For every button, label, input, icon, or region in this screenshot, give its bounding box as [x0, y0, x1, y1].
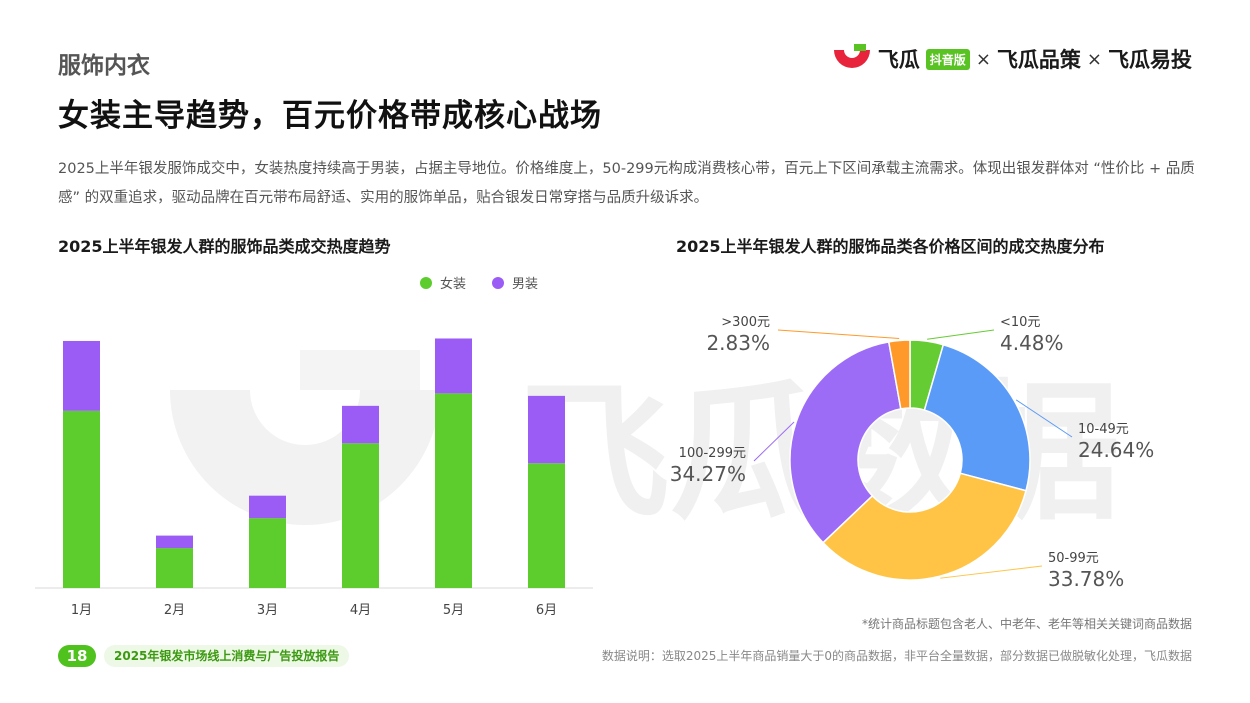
slice-label: <10元: [1000, 315, 1040, 330]
bar-men: [342, 405, 379, 444]
slice-label: >300元: [721, 315, 770, 330]
logo-brand-1: 飞瓜: [877, 48, 920, 72]
bar-men: [435, 338, 472, 394]
leader-line: [777, 329, 900, 339]
description: 2025上半年银发服饰成交中，女装热度持续高于男装，占据主导地位。价格维度上，5…: [58, 161, 1195, 206]
x-tick-label: 4月: [350, 603, 371, 618]
bar-chart-title: 2025上半年银发人群的服饰品类成交热度趋势: [58, 237, 391, 256]
donut-slice: [789, 341, 902, 544]
slice-label: 50-99元: [1048, 551, 1099, 566]
logo-separator: ×: [1086, 48, 1102, 70]
x-tick-label: 3月: [257, 603, 278, 618]
leader-line: [940, 565, 1043, 579]
section-tag: 服饰内衣: [58, 53, 150, 79]
slice-label: 10-49元: [1078, 422, 1129, 437]
leader-line: [927, 329, 995, 340]
x-tick-label: 2月: [164, 603, 185, 618]
x-tick-label: 5月: [443, 603, 464, 618]
bar-women: [342, 443, 379, 588]
donut-slice: [923, 343, 1031, 492]
legend-label-women: 女装: [440, 277, 467, 292]
feigua-logo-icon: [833, 44, 870, 68]
donut-slice: [821, 472, 1027, 581]
leader-line: [753, 421, 795, 462]
bar-chart: 1月 2月 3月 4月 5月 6月: [35, 338, 593, 618]
bar-women: [435, 393, 472, 588]
x-tick-label: 6月: [536, 603, 557, 618]
leader-line: [1015, 399, 1073, 438]
bar-men: [63, 340, 100, 411]
bar-men: [528, 395, 565, 464]
page-number: 18: [58, 645, 96, 667]
slice-value-label: 2.83%: [706, 331, 770, 355]
bar-women: [156, 548, 193, 588]
bar-chart-legend: 女装 男装: [420, 273, 538, 292]
footnote: *统计商品标题包含老人、中老年、老年等相关关键词商品数据: [861, 617, 1192, 631]
slice-label: 100-299元: [679, 446, 746, 461]
logo-brand-3: 飞瓜易投: [1108, 48, 1192, 72]
logo-separator: ×: [975, 48, 991, 70]
x-tick-label: 1月: [71, 603, 92, 618]
legend-item-men: 男装: [492, 273, 538, 292]
slice-value-label: 24.64%: [1078, 438, 1154, 462]
bar-women: [63, 410, 100, 588]
legend-swatch-men: [492, 276, 505, 289]
donut-chart-title: 2025上半年银发人群的服饰品类各价格区间的成交热度分布: [676, 237, 1105, 256]
data-note: 数据说明：选取2025上半年商品销量大于0的商品数据，非平台全量数据，部分数据已…: [601, 649, 1192, 663]
logo-badge: 抖音版: [925, 48, 970, 70]
legend-item-women: 女装: [420, 273, 466, 292]
bar-women: [249, 518, 286, 588]
report-name: 2025年银发市场线上消费与广告投放报告: [104, 645, 350, 667]
slice-value-label: 4.48%: [1000, 331, 1064, 355]
logo-brand-2: 飞瓜品策: [996, 48, 1081, 72]
legend-swatch-women: [420, 276, 432, 289]
bar-men: [156, 535, 193, 549]
slice-value-label: 33.78%: [1048, 567, 1124, 591]
bar-men: [249, 495, 286, 519]
legend-label-men: 男装: [512, 277, 539, 292]
bar-women: [528, 463, 565, 588]
slice-value-label: 34.27%: [670, 462, 746, 486]
brand-logo: 飞瓜 抖音版 × 飞瓜品策 × 飞瓜易投: [832, 44, 1192, 74]
donut-slice: [887, 339, 911, 410]
page-title: 女装主导趋势，百元价格带成核心战场: [58, 98, 602, 134]
